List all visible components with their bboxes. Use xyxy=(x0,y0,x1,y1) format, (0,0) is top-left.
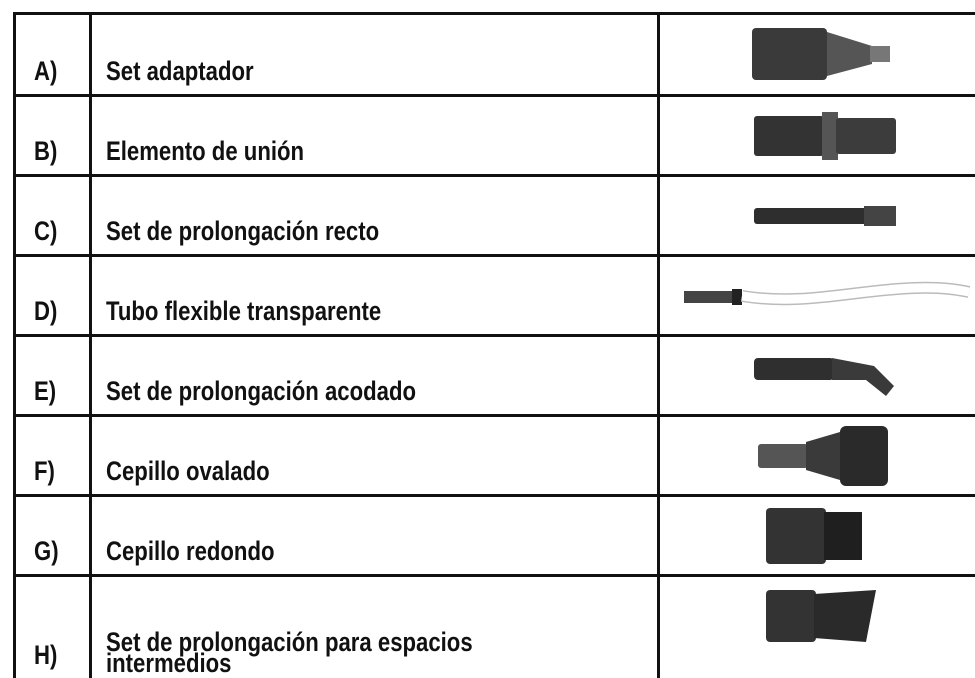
row-label-cell: Elemento de unión xyxy=(92,94,657,174)
row-letter: A) xyxy=(34,56,58,86)
row-border xyxy=(13,494,975,497)
accessory-image xyxy=(766,508,862,564)
column-border xyxy=(89,12,92,678)
row-letter: C) xyxy=(34,216,58,246)
column-border xyxy=(657,12,660,678)
row-letter: B) xyxy=(34,136,58,166)
accessory-image xyxy=(752,28,890,80)
row-letter-cell: B) xyxy=(16,94,89,174)
row-label: Set de prolongación recto xyxy=(106,216,380,246)
row-label-cell: Tubo flexible transparente xyxy=(92,254,657,334)
row-border xyxy=(13,334,975,337)
row-letter: E) xyxy=(34,376,57,406)
row-letter-cell: C) xyxy=(16,174,89,254)
row-border xyxy=(13,12,975,15)
accessory-image xyxy=(758,426,888,486)
row-letter-cell: G) xyxy=(16,494,89,574)
row-label: Cepillo ovalado xyxy=(106,456,270,486)
row-border xyxy=(13,414,975,417)
row-label-cell: Set de prolongación acodado xyxy=(92,334,657,414)
row-letter: H) xyxy=(34,640,58,670)
row-border xyxy=(13,254,975,257)
accessory-image xyxy=(754,358,894,396)
row-letter: G) xyxy=(34,536,59,566)
row-label: Tubo flexible transparente xyxy=(106,296,382,326)
row-label-cell: Cepillo redondo xyxy=(92,494,657,574)
row-letter-cell: A) xyxy=(16,12,89,94)
row-label: Set adaptador xyxy=(106,56,254,86)
row-label-cell: Set adaptador xyxy=(92,12,657,94)
accessory-image xyxy=(684,281,971,306)
row-letter-cell: D) xyxy=(16,254,89,334)
row-letter: D) xyxy=(34,296,58,326)
row-letter-cell: E) xyxy=(16,334,89,414)
accessory-image xyxy=(766,590,876,642)
row-letter: F) xyxy=(34,456,55,486)
row-label-cell: Set de prolongación para espacios interm… xyxy=(92,574,657,678)
row-label-cell: Cepillo ovalado xyxy=(92,414,657,494)
column-border xyxy=(13,12,16,678)
row-border xyxy=(13,174,975,177)
accessory-image xyxy=(754,112,896,160)
row-border xyxy=(13,94,975,97)
row-label: Set de prolongación acodado xyxy=(106,376,416,406)
row-label: Set de prolongación para espacios interm… xyxy=(106,627,473,678)
row-label: Elemento de unión xyxy=(106,136,305,166)
row-border xyxy=(13,574,975,577)
row-label: Cepillo redondo xyxy=(106,536,275,566)
row-label-cell: Set de prolongación recto xyxy=(92,174,657,254)
accessory-image xyxy=(754,206,896,226)
row-letter-cell: F) xyxy=(16,414,89,494)
row-letter-cell: H) xyxy=(16,574,89,678)
